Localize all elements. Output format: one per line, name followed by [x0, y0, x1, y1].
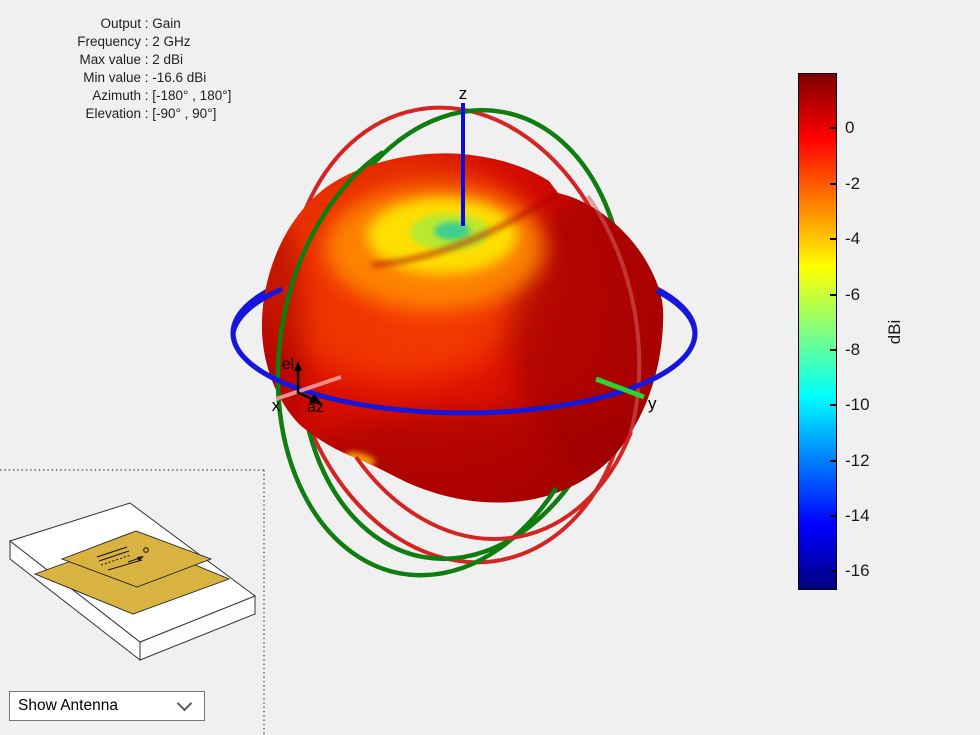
- colorbar-tick-mark: [830, 182, 836, 185]
- green-circle-front-arc: [275, 150, 558, 578]
- info-label: Azimuth: [92, 88, 141, 103]
- info-label: Min value: [83, 70, 141, 85]
- colorbar-tick-mark: [830, 348, 836, 351]
- dimple-min-gain-core: [434, 222, 470, 240]
- colorbar-tick-label: -10: [845, 395, 870, 415]
- axis-labels: z x y el az: [272, 84, 657, 416]
- z-axis-label: z: [459, 84, 468, 103]
- pattern-info-panel: Output : Gain Frequency : 2 GHz Max value …: [0, 15, 231, 123]
- info-row: Output : Gain: [0, 15, 231, 33]
- info-row: Azimuth : [-180° , 180°]: [0, 87, 231, 105]
- colorbar: [798, 73, 837, 590]
- radiation-pattern-surface: [261, 153, 664, 503]
- info-value: 2 GHz: [152, 34, 191, 49]
- info-value: -16.6 dBi: [152, 70, 207, 85]
- info-label: Output: [100, 16, 141, 31]
- info-row: Elevation : [-90° , 90°]: [0, 105, 231, 123]
- info-row: Frequency : 2 GHz: [0, 33, 231, 51]
- blue-circle-front-arc: [230, 332, 698, 416]
- colorbar-tick-label: -6: [845, 284, 861, 304]
- chevron-down-icon: [176, 695, 193, 712]
- red-circle-faint-arc: [586, 194, 642, 433]
- show-antenna-dropdown[interactable]: Show Antenna: [9, 691, 205, 721]
- info-label: Elevation: [85, 106, 141, 121]
- colorbar-tick-label: -14: [845, 506, 870, 525]
- info-row: Min value : -16.6 dBi: [0, 69, 231, 87]
- antenna-feed-traces: [96, 546, 149, 571]
- inset-dotted-border: [0, 469, 265, 735]
- feed-arrow: [137, 556, 144, 561]
- y-axis-label: y: [648, 394, 657, 413]
- info-value: 2 dBi: [152, 52, 184, 67]
- info-label: Frequency: [77, 34, 141, 49]
- az-marker-label: az: [307, 399, 324, 416]
- colorbar-tick-mark: [830, 127, 836, 130]
- colorbar-tick-label: -12: [845, 450, 870, 470]
- info-value: [-180° , 180°]: [152, 88, 232, 103]
- colorbar-tick-mark: [830, 293, 836, 296]
- great-circles-front: [230, 150, 698, 578]
- dimple-front-rim: [371, 191, 558, 268]
- info-label: Max value: [79, 52, 141, 67]
- colorbar-tick-label: -16: [845, 561, 870, 581]
- colorbar-tick-label: -4: [845, 229, 861, 249]
- y-axis-stub: [595, 376, 645, 400]
- colorbar-tick-label: 0: [845, 118, 855, 138]
- azimuth-arrow: [296, 390, 315, 402]
- x-axis-label: x: [272, 396, 281, 415]
- colorbar-tick-label: -8: [845, 339, 861, 359]
- red-circle-front-arc: [354, 431, 633, 541]
- el-marker-label: el: [282, 356, 294, 373]
- colorbar-tick-mark: [830, 404, 836, 407]
- azimuth-arrowhead: [309, 394, 322, 404]
- info-value: [-90° , 90°]: [152, 106, 217, 121]
- dropdown-selected-value: Show Antenna: [18, 697, 118, 714]
- axes: [275, 103, 645, 404]
- colorbar-tick-mark: [830, 515, 836, 517]
- colorbar-tick-mark: [830, 459, 836, 462]
- colorbar-tick-mark: [830, 238, 836, 241]
- x-axis-stub: [275, 375, 342, 401]
- elevation-arrowhead: [294, 361, 302, 371]
- colorbar-tick-label: -2: [845, 173, 861, 193]
- feed-via: [143, 547, 149, 553]
- info-row: Max value : 2 dBi: [0, 51, 231, 69]
- colorbar-tick-mark: [830, 570, 836, 573]
- info-value: Gain: [152, 16, 181, 31]
